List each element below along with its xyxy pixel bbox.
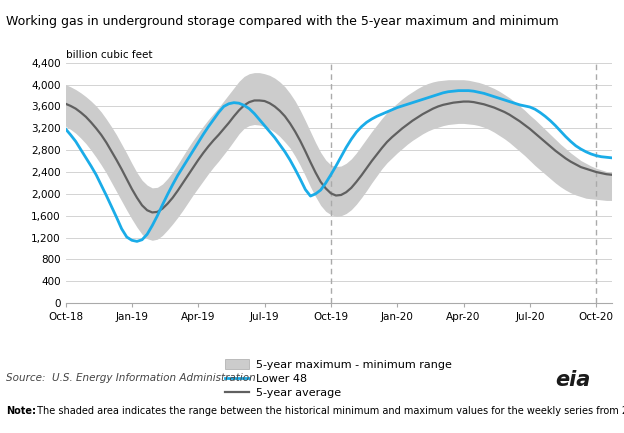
Legend: 5-year maximum - minimum range, Lower 48, 5-year average: 5-year maximum - minimum range, Lower 48… xyxy=(225,359,452,398)
Text: eia: eia xyxy=(555,370,591,390)
Text: billion cubic feet: billion cubic feet xyxy=(66,50,152,60)
Text: Note:: Note: xyxy=(6,406,36,416)
Text: Source:  U.S. Energy Information Administration: Source: U.S. Energy Information Administ… xyxy=(6,373,256,383)
Text: The shaded area indicates the range between the historical minimum and maximum v: The shaded area indicates the range betw… xyxy=(34,406,624,416)
Text: Working gas in underground storage compared with the 5-year maximum and minimum: Working gas in underground storage compa… xyxy=(6,15,559,28)
